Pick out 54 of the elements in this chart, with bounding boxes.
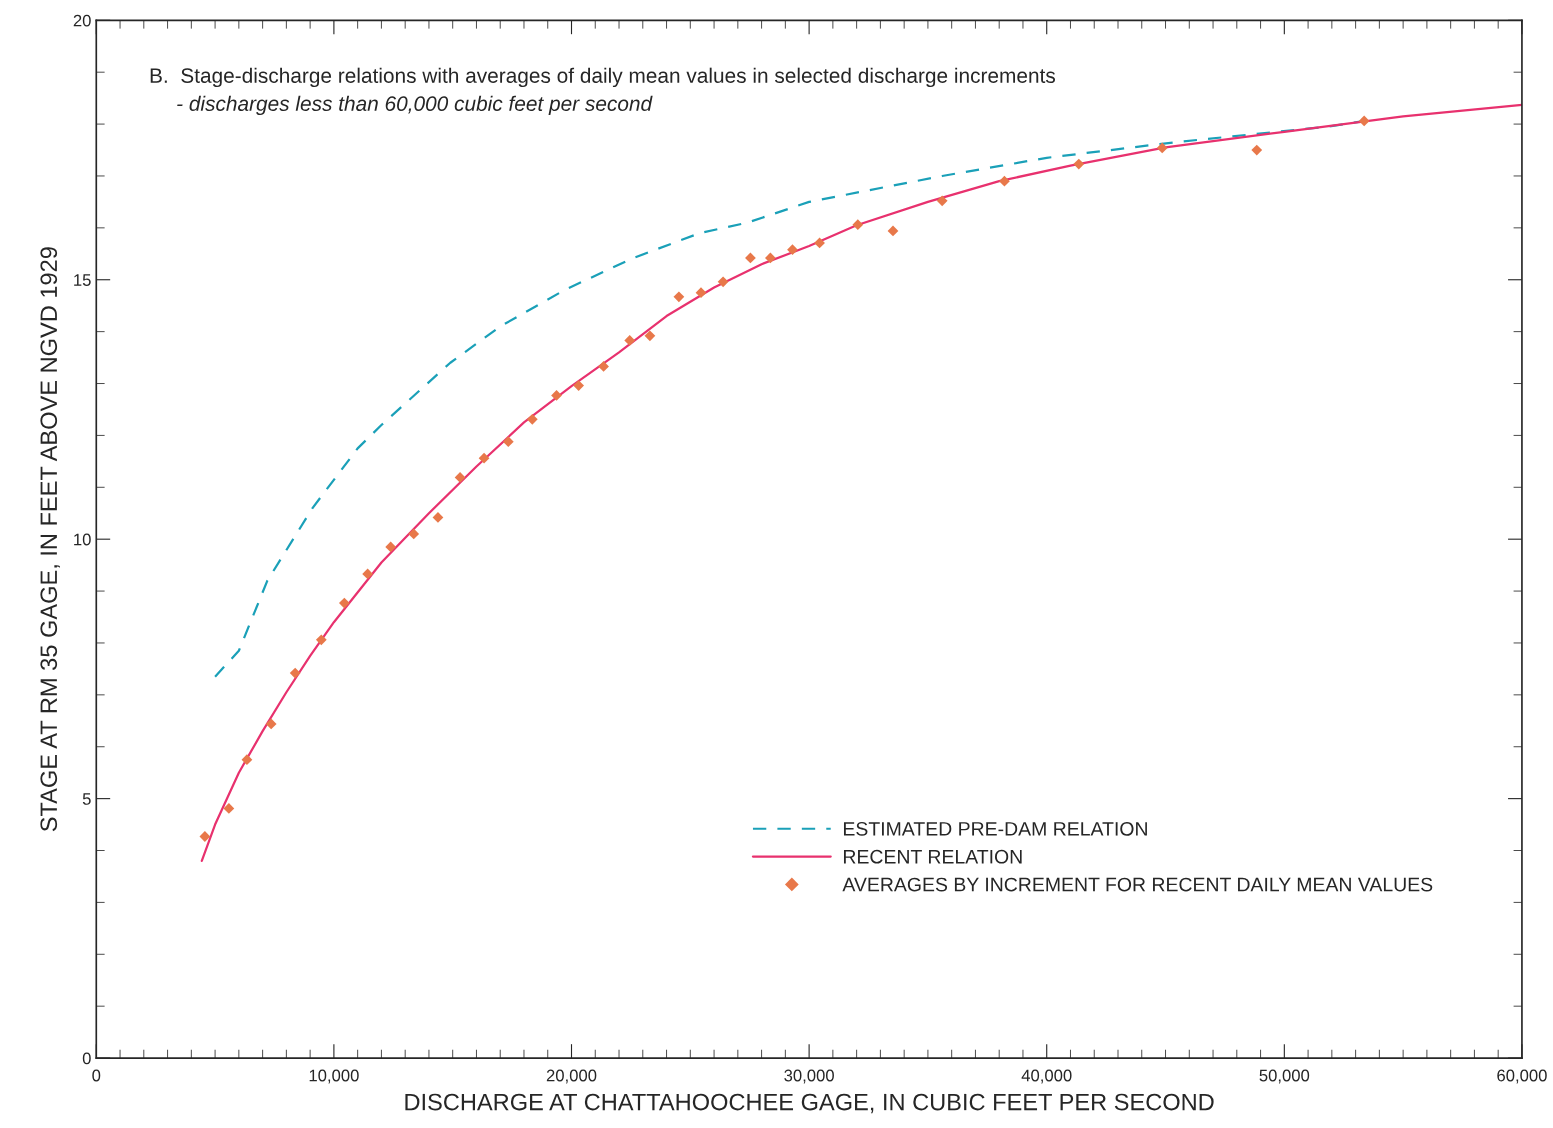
point — [315, 634, 327, 646]
y-tick-label: 5 — [82, 793, 91, 805]
point — [999, 175, 1010, 187]
x-tick-label: 30,000 — [784, 1069, 834, 1084]
point — [1156, 142, 1168, 154]
point — [887, 225, 899, 237]
point — [289, 667, 301, 679]
point — [454, 472, 466, 483]
point — [362, 568, 374, 580]
x-tick-label: 60,000 — [1497, 1069, 1547, 1084]
point — [432, 512, 444, 523]
point — [551, 390, 562, 401]
y-tick-label: 15 — [74, 274, 91, 286]
point — [787, 244, 798, 256]
legend-label: AVERAGES BY INCREMENT FOR RECENT DAILY MEAN VALUES — [842, 877, 1433, 892]
point — [265, 718, 277, 730]
point — [695, 287, 707, 299]
x-tick-label: 40,000 — [1021, 1069, 1072, 1084]
y-tick-label: 0 — [82, 1052, 91, 1065]
point — [502, 436, 514, 448]
point — [478, 452, 490, 464]
point — [1358, 115, 1370, 127]
x-tick-label: 10,000 — [309, 1069, 359, 1084]
legend-label: ESTIMATED PRE-DAM RELATION — [843, 821, 1147, 836]
x-axis-title: DISCHARGE AT CHATTAHOOCHEE GAGE, IN CUBIC FEET PER SECOND — [405, 1093, 1214, 1114]
text: - discharges less than 60,000 cubic feet per second — [177, 95, 653, 116]
point — [241, 754, 253, 766]
point — [624, 335, 636, 346]
text: B. Stage-discharge relations with averages of daily mean values in selected discharge increments — [150, 67, 1056, 88]
y-tick-label: 10 — [74, 533, 91, 546]
y-tick-label: 20 — [73, 14, 91, 27]
point — [673, 291, 685, 303]
point — [814, 237, 825, 249]
point — [199, 831, 211, 842]
point — [408, 528, 420, 540]
point — [936, 195, 948, 207]
point — [1251, 144, 1263, 156]
point — [598, 361, 609, 372]
point — [573, 380, 585, 391]
x-tick-label: 20,000 — [546, 1069, 597, 1084]
point — [852, 219, 864, 231]
point — [338, 597, 350, 609]
point — [526, 413, 538, 425]
x-tick-label: 0 — [92, 1069, 101, 1082]
point — [223, 803, 235, 814]
point — [644, 330, 656, 342]
point — [717, 276, 729, 288]
point — [745, 252, 756, 264]
point — [385, 541, 397, 553]
y-axis-title: STAGE AT RM 35 GAGE, IN FEET ABOVE NGVD 1929 — [40, 247, 60, 832]
point — [765, 252, 776, 264]
x-tick-label: 50,000 — [1259, 1069, 1310, 1084]
point — [1073, 158, 1085, 170]
legend-label: RECENT RELATION — [843, 849, 1022, 864]
